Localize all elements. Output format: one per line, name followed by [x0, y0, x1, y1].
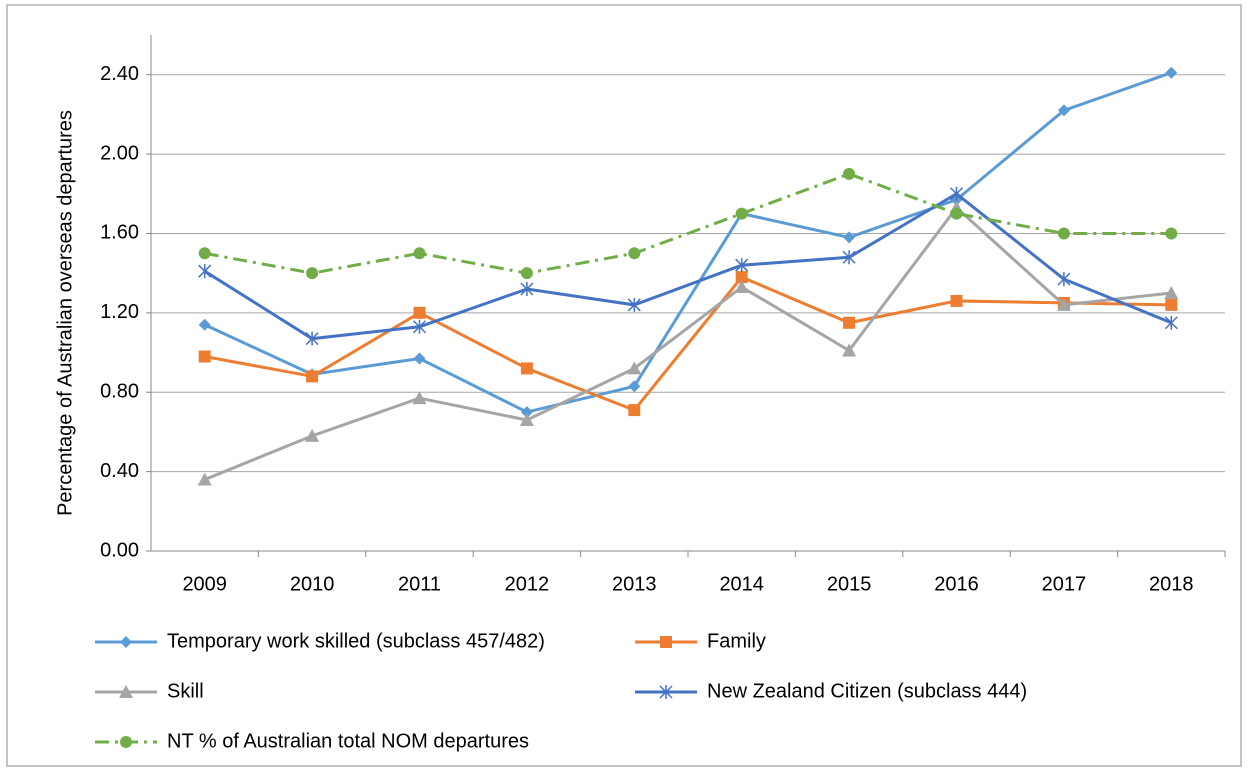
marker — [1056, 297, 1071, 311]
marker — [305, 428, 320, 442]
marker — [843, 316, 856, 329]
legend-label: Family — [707, 630, 766, 652]
marker — [950, 207, 963, 220]
y-tick-label: 1.20 — [100, 301, 139, 323]
marker — [627, 361, 642, 375]
y-tick-label: 0.40 — [100, 460, 139, 482]
marker — [198, 247, 211, 260]
marker — [735, 258, 749, 273]
x-tick-label: 2009 — [182, 573, 227, 595]
marker — [306, 370, 319, 383]
marker — [735, 207, 748, 220]
series-line — [203, 191, 1172, 341]
series-line — [204, 205, 1172, 481]
marker — [1057, 272, 1071, 287]
marker — [413, 247, 426, 260]
marker — [119, 685, 133, 698]
marker — [520, 267, 533, 280]
marker — [949, 186, 964, 201]
marker — [627, 297, 641, 312]
y-tick-label: 2.40 — [100, 63, 139, 85]
marker — [1057, 104, 1070, 117]
marker — [520, 282, 534, 297]
marker — [628, 380, 641, 393]
series-line — [204, 71, 1172, 414]
y-tick-label: 2.00 — [100, 142, 139, 164]
marker — [519, 413, 534, 427]
x-tick-label: 2012 — [505, 573, 550, 595]
marker — [660, 636, 672, 648]
marker — [412, 391, 427, 405]
marker — [628, 404, 641, 417]
marker — [197, 472, 212, 486]
marker — [843, 231, 856, 244]
x-tick-label: 2015 — [827, 573, 872, 595]
marker — [843, 167, 856, 180]
marker — [305, 331, 319, 346]
x-tick-label: 2018 — [1149, 573, 1194, 595]
chart-border — [6, 4, 1242, 767]
marker — [842, 250, 856, 265]
y-tick-label: 0.80 — [100, 381, 139, 403]
marker — [413, 352, 426, 365]
marker — [950, 294, 963, 307]
marker — [734, 280, 749, 294]
legend-label: NT % of Australian total NOM departures — [167, 730, 529, 752]
marker — [306, 267, 319, 280]
marker — [1164, 286, 1179, 299]
marker — [735, 271, 748, 284]
marker — [1164, 315, 1178, 330]
marker — [842, 343, 857, 357]
x-tick-label: 2014 — [719, 573, 764, 595]
marker — [120, 736, 132, 748]
marker — [1165, 298, 1178, 311]
marker — [198, 318, 211, 331]
marker — [659, 685, 673, 699]
marker — [413, 306, 426, 319]
y-tick-label: 1.60 — [100, 222, 139, 244]
marker — [1057, 227, 1070, 240]
x-tick-label: 2017 — [1042, 573, 1087, 595]
marker — [412, 319, 427, 334]
marker — [1165, 227, 1178, 240]
x-tick-label: 2011 — [398, 573, 441, 595]
marker — [198, 350, 211, 363]
y-tick-label: 0.00 — [100, 539, 139, 561]
marker — [1165, 66, 1178, 79]
x-tick-label: 2010 — [290, 573, 335, 595]
marker — [198, 264, 212, 279]
marker — [520, 362, 533, 375]
x-tick-label: 2013 — [612, 573, 657, 595]
marker — [520, 406, 533, 419]
marker — [628, 247, 641, 260]
series-line — [204, 172, 1172, 275]
x-tick-label: 2016 — [934, 573, 979, 595]
legend-label: New Zealand Citizen (subclass 444) — [707, 680, 1027, 702]
series-line — [204, 275, 1172, 412]
y-axis-label: Percentage of Australian overseas depart… — [54, 110, 76, 516]
legend-label: Skill — [167, 680, 204, 702]
legend-label: Temporary work skilled (subclass 457/482… — [167, 630, 545, 652]
marker — [120, 636, 132, 648]
